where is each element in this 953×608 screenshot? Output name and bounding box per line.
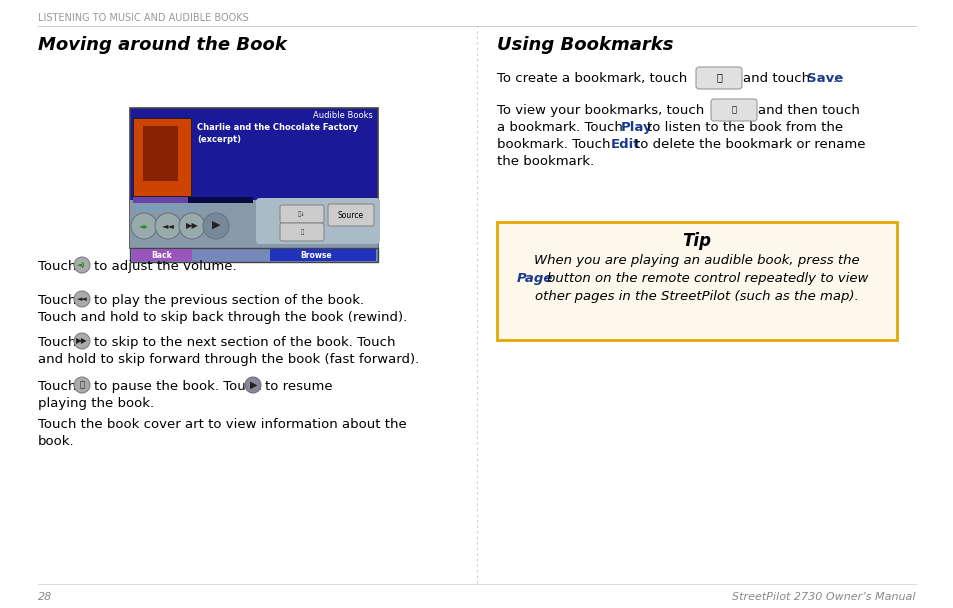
FancyBboxPatch shape xyxy=(132,197,253,203)
Text: Edit: Edit xyxy=(610,138,639,151)
FancyBboxPatch shape xyxy=(710,99,757,121)
Text: Moving around the Book: Moving around the Book xyxy=(38,36,287,54)
Text: book.: book. xyxy=(38,435,74,448)
Text: Touch the book cover art to view information about the: Touch the book cover art to view informa… xyxy=(38,418,406,431)
FancyBboxPatch shape xyxy=(497,222,896,340)
Text: Touch: Touch xyxy=(38,380,76,393)
Text: 🔖: 🔖 xyxy=(716,72,721,82)
Circle shape xyxy=(74,333,90,349)
Text: to adjust the volume.: to adjust the volume. xyxy=(94,260,236,273)
Circle shape xyxy=(245,377,261,393)
Text: Source: Source xyxy=(337,210,364,219)
FancyBboxPatch shape xyxy=(280,223,324,241)
FancyBboxPatch shape xyxy=(132,118,191,196)
Text: Touch: Touch xyxy=(38,294,76,307)
Text: ◄▸: ◄▸ xyxy=(139,221,149,230)
Text: Touch: Touch xyxy=(38,260,76,273)
Text: and touch: and touch xyxy=(742,72,809,85)
Text: other pages in the StreetPilot (such as the map).: other pages in the StreetPilot (such as … xyxy=(535,290,858,303)
Circle shape xyxy=(74,377,90,393)
Text: ⬛↓: ⬛↓ xyxy=(297,211,306,217)
FancyBboxPatch shape xyxy=(696,67,741,89)
Circle shape xyxy=(203,213,229,239)
Text: playing the book.: playing the book. xyxy=(38,397,154,410)
Text: to resume: to resume xyxy=(265,380,333,393)
Text: and hold to skip forward through the book (fast forward).: and hold to skip forward through the boo… xyxy=(38,353,418,366)
FancyBboxPatch shape xyxy=(130,248,377,262)
Circle shape xyxy=(179,213,205,239)
Circle shape xyxy=(74,291,90,307)
FancyBboxPatch shape xyxy=(130,200,377,248)
Text: 00:00:00 / 00:15:11: 00:00:00 / 00:15:11 xyxy=(135,205,196,210)
Text: ▶: ▶ xyxy=(212,220,220,230)
Text: Touch: Touch xyxy=(38,336,76,349)
FancyBboxPatch shape xyxy=(328,204,374,226)
FancyBboxPatch shape xyxy=(132,197,188,203)
Text: Browse: Browse xyxy=(300,250,332,260)
Text: button on the remote control repeatedly to view: button on the remote control repeatedly … xyxy=(546,272,867,285)
Text: and then touch: and then touch xyxy=(758,104,859,117)
FancyBboxPatch shape xyxy=(130,108,377,248)
Text: LISTENING TO MUSIC AND AUDIBLE BOOKS: LISTENING TO MUSIC AND AUDIBLE BOOKS xyxy=(38,13,249,23)
Text: Save: Save xyxy=(806,72,842,85)
Text: ▶: ▶ xyxy=(250,380,257,390)
Text: 28: 28 xyxy=(38,592,52,602)
Circle shape xyxy=(154,213,181,239)
FancyBboxPatch shape xyxy=(132,249,192,261)
Text: To view your bookmarks, touch: To view your bookmarks, touch xyxy=(497,104,703,117)
Text: to pause the book. Touch: to pause the book. Touch xyxy=(94,380,261,393)
Text: a bookmark. Touch: a bookmark. Touch xyxy=(497,121,622,134)
Text: Page: Page xyxy=(517,272,553,285)
Circle shape xyxy=(131,213,157,239)
Text: Play: Play xyxy=(620,121,652,134)
Text: 🗂: 🗂 xyxy=(731,106,736,114)
Text: to listen to the book from the: to listen to the book from the xyxy=(646,121,842,134)
Text: ◄◄: ◄◄ xyxy=(76,296,88,302)
Text: To create a bookmark, touch: To create a bookmark, touch xyxy=(497,72,686,85)
Text: ▶▶: ▶▶ xyxy=(76,336,88,345)
Circle shape xyxy=(74,257,90,273)
FancyBboxPatch shape xyxy=(280,205,324,223)
FancyBboxPatch shape xyxy=(143,126,178,181)
Text: Charlie and the Chocolate Factory: Charlie and the Chocolate Factory xyxy=(196,123,358,132)
FancyBboxPatch shape xyxy=(255,198,379,244)
Text: ⬛: ⬛ xyxy=(300,229,303,235)
Text: ◄): ◄) xyxy=(76,262,85,268)
Text: (excerpt): (excerpt) xyxy=(196,135,241,144)
Text: ▶▶: ▶▶ xyxy=(185,221,198,230)
FancyBboxPatch shape xyxy=(270,249,375,261)
Text: ⏸: ⏸ xyxy=(79,381,85,390)
Text: to play the previous section of the book.: to play the previous section of the book… xyxy=(94,294,364,307)
Text: Using Bookmarks: Using Bookmarks xyxy=(497,36,673,54)
Text: the bookmark.: the bookmark. xyxy=(497,155,594,168)
Text: ◄◄: ◄◄ xyxy=(161,221,174,230)
Text: bookmark. Touch: bookmark. Touch xyxy=(497,138,610,151)
Text: StreetPilot 2730 Owner’s Manual: StreetPilot 2730 Owner’s Manual xyxy=(732,592,915,602)
Text: Back: Back xyxy=(152,250,172,260)
Text: Tip: Tip xyxy=(681,232,711,250)
Text: Touch and hold to skip back through the book (rewind).: Touch and hold to skip back through the … xyxy=(38,311,407,324)
Text: to skip to the next section of the book. Touch: to skip to the next section of the book.… xyxy=(94,336,395,349)
Text: When you are playing an audible book, press the: When you are playing an audible book, pr… xyxy=(534,254,859,267)
Text: .: . xyxy=(832,72,836,85)
Text: to delete the bookmark or rename: to delete the bookmark or rename xyxy=(635,138,864,151)
Text: Audible Books: Audible Books xyxy=(313,111,373,120)
